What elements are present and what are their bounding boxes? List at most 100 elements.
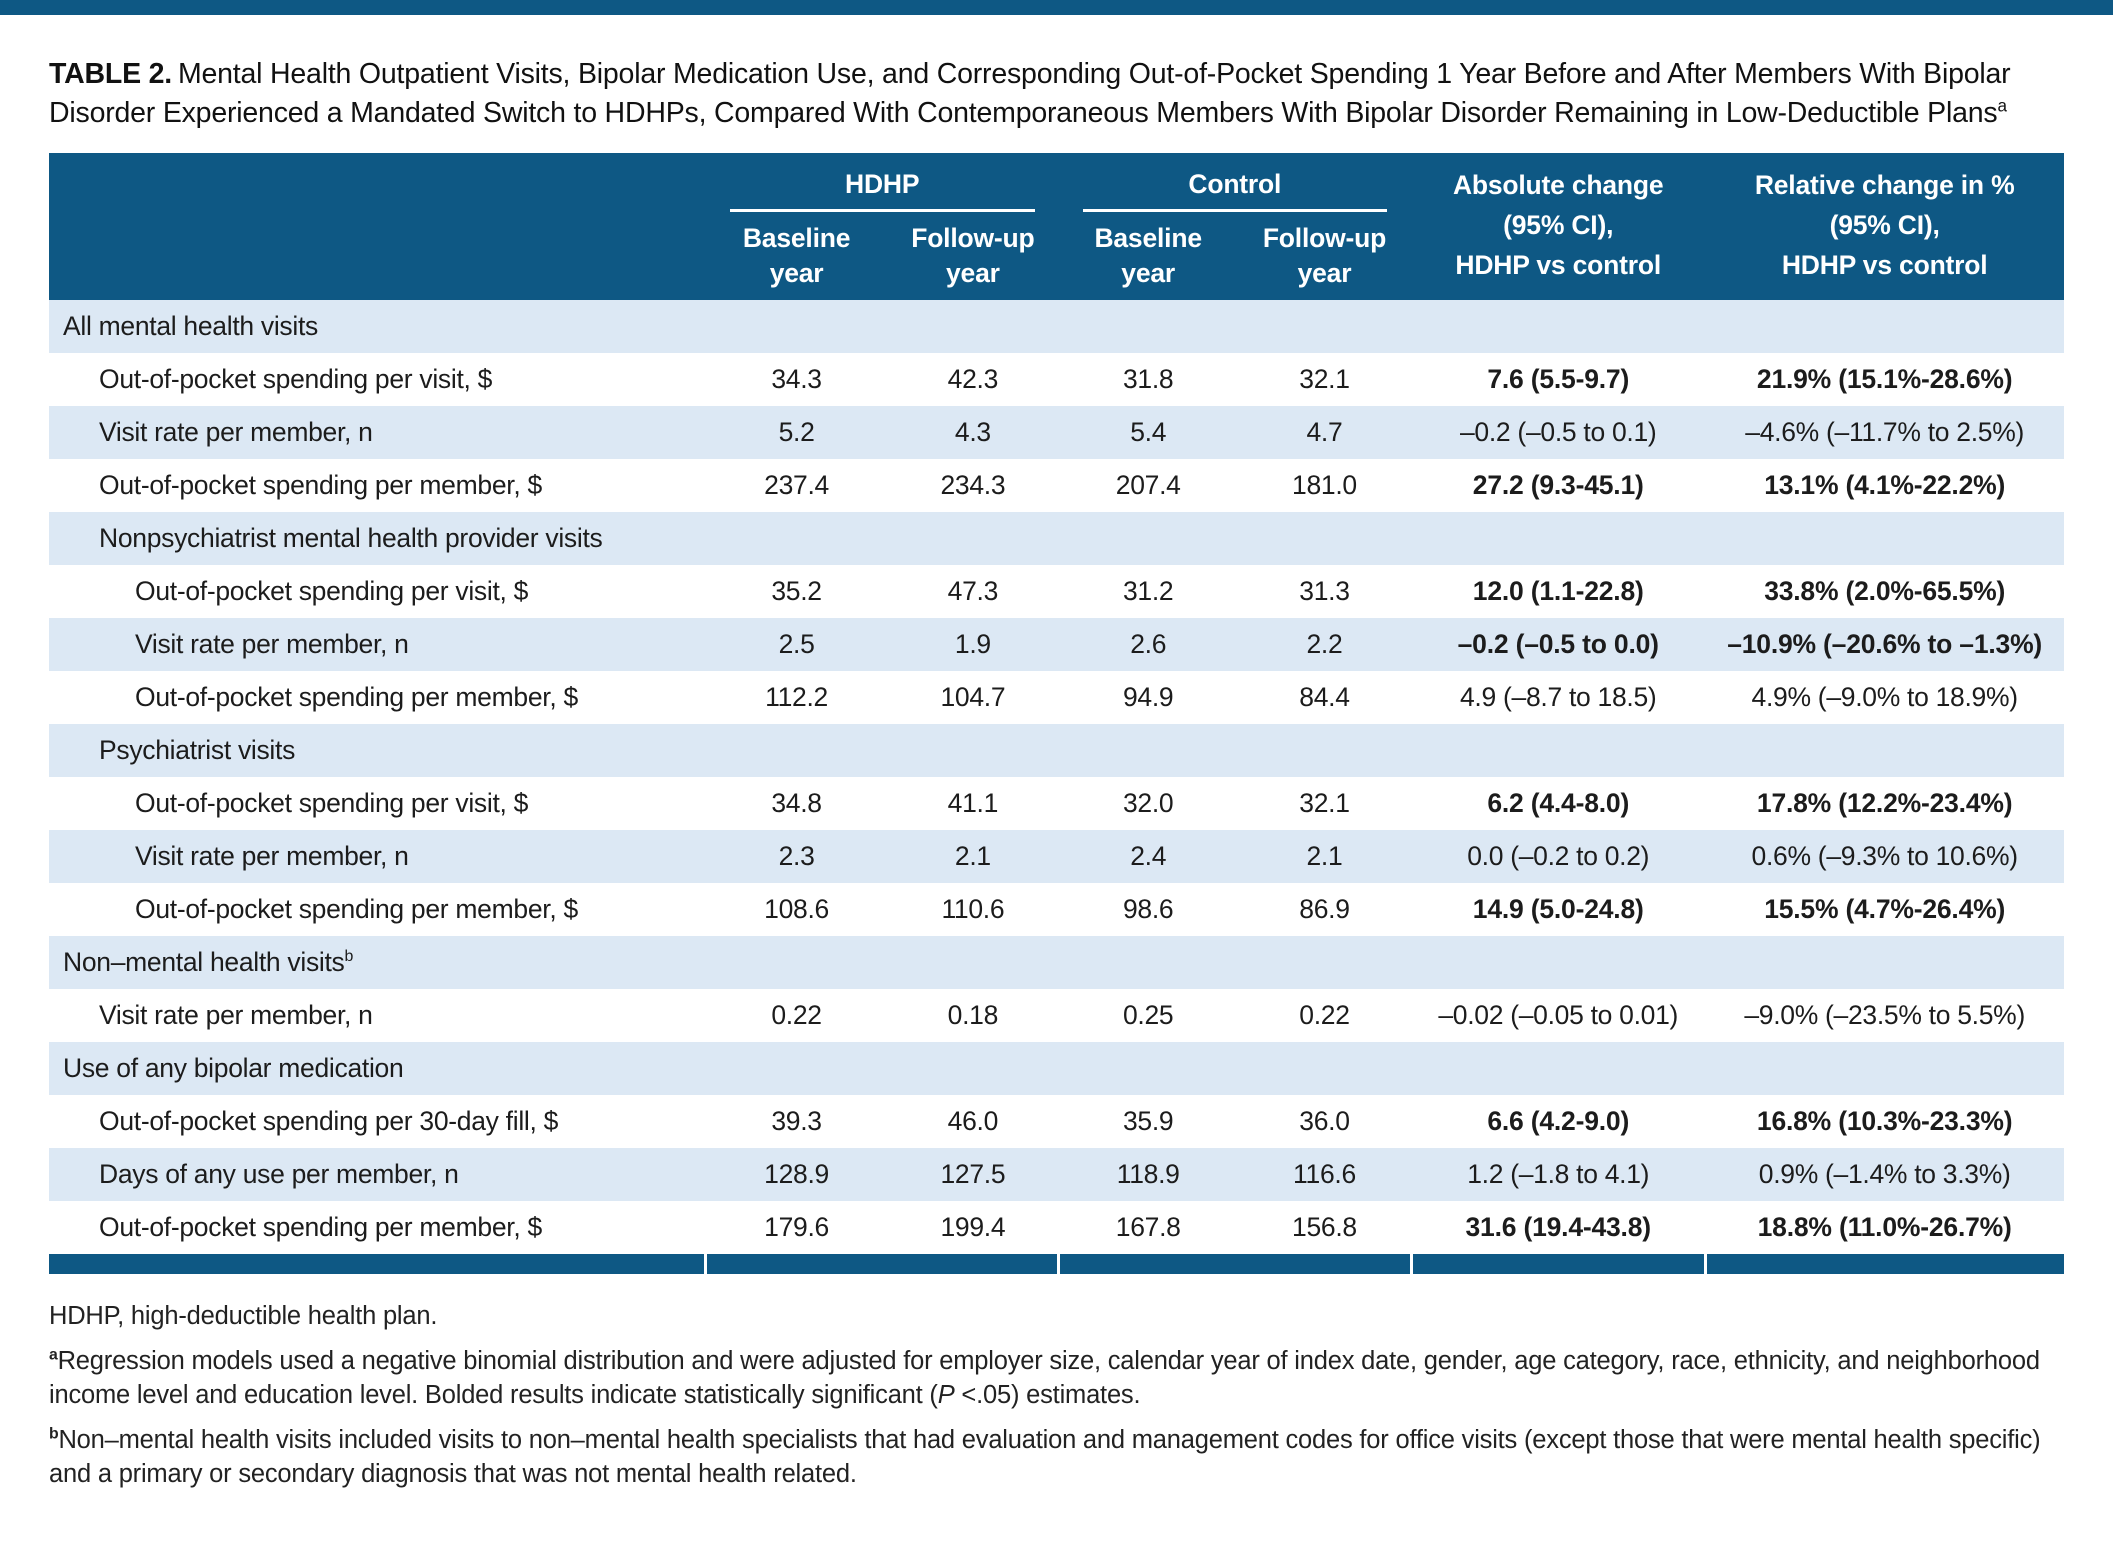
- cell-value: 234.3: [940, 469, 1006, 500]
- cell-value: 199.4: [940, 1211, 1006, 1242]
- row-label-text: Use of any bipolar medication: [63, 1052, 404, 1083]
- cell-value: 31.2: [1122, 575, 1174, 606]
- row-label-text: Psychiatrist visits: [99, 734, 296, 765]
- row-label-text: Non–mental health visits: [63, 946, 345, 977]
- row-label: Out-of-pocket spending per member, $: [49, 459, 706, 512]
- cell-absolute-change: 6.2 (4.4-8.0): [1487, 787, 1630, 818]
- cell-relative-change: 13.1% (4.1%-22.2%): [1764, 469, 2006, 500]
- data-row: Out-of-pocket spending per member, $ 179.…: [49, 1200, 2064, 1254]
- footer-bar-segment: [1409, 1253, 1706, 1274]
- table-content: TABLE 2. Mental Health Outpatient Visits,…: [49, 55, 2064, 1492]
- footnote-b: bNon–mental health visits included visit…: [49, 1424, 2064, 1491]
- column-group-control: Control: [1058, 152, 1412, 212]
- cell-value: 2.1: [954, 840, 991, 871]
- cell-value: 167.8: [1115, 1211, 1181, 1242]
- cell-value: 0.22: [771, 999, 822, 1030]
- header-line: year: [946, 257, 1000, 288]
- cell-value: 112.2: [765, 681, 828, 712]
- cell-relative-change: 17.8% (12.2%-23.4%): [1756, 787, 2013, 818]
- cell-absolute-change: 31.6 (19.4-43.8): [1465, 1211, 1652, 1242]
- column-header-relative-change: Relative change in % (95% CI), HDHP vs c…: [1705, 152, 2064, 300]
- row-label: All mental health visits: [49, 300, 2064, 353]
- row-label-text: Out-of-pocket spending per member, $: [135, 681, 578, 712]
- row-label: Visit rate per member, n: [49, 830, 706, 883]
- cell-value: 2.4: [1130, 840, 1167, 871]
- footnote-b-text: Non–mental health visits included visits…: [49, 1426, 2041, 1489]
- row-label-text: Out-of-pocket spending per visit, $: [135, 575, 529, 606]
- cell-value: 32.0: [1122, 787, 1174, 818]
- cell-value: 94.9: [1122, 681, 1174, 712]
- cell-value: 47.3: [947, 575, 999, 606]
- data-row: Out-of-pocket spending per visit, $ 35.2 4…: [49, 564, 2064, 618]
- row-label-text: Nonpsychiatrist mental health provider v…: [99, 522, 603, 553]
- cell-value: 110.6: [941, 893, 1005, 924]
- data-row: Days of any use per member, n 128.9 127.5 1…: [49, 1147, 2064, 1201]
- row-label-text: All mental health visits: [63, 310, 318, 341]
- section-row: Psychiatrist visits: [49, 723, 2064, 777]
- cell-value: 5.4: [1130, 416, 1167, 447]
- footnote-a-text: Regression models used a negative binomi…: [49, 1347, 2040, 1409]
- column-group-hdhp: HDHP: [705, 152, 1059, 212]
- cell-value: 42.3: [947, 363, 999, 394]
- row-label: Out-of-pocket spending per visit, $: [49, 777, 706, 830]
- footnote-b-marker: b: [49, 1425, 59, 1443]
- data-row: Out-of-pocket spending per member, $ 108.…: [49, 882, 2064, 936]
- row-label-text: Days of any use per member, n: [99, 1158, 459, 1189]
- header-group-row: HDHP Control Absolute change (95% CI), H…: [49, 152, 2064, 300]
- footer-bar-segment: [49, 1253, 706, 1274]
- footer-bar-segment: [704, 1253, 1059, 1274]
- footnotes: HDHP, high-deductible health plan. aRegr…: [49, 1300, 2064, 1492]
- cell-absolute-change: –0.02 (–0.05 to 0.01): [1438, 999, 1679, 1030]
- table-caption: Mental Health Outpatient Visits, Bipolar…: [49, 58, 2011, 129]
- cell-absolute-change: 6.6 (4.2-9.0): [1487, 1105, 1630, 1136]
- cell-value: 237.4: [764, 469, 829, 500]
- stub-header-cell: [49, 152, 706, 300]
- table-title: TABLE 2. Mental Health Outpatient Visits,…: [49, 55, 2064, 133]
- footnote-marker: b: [344, 947, 354, 965]
- cell-value: 128.9: [764, 1158, 829, 1189]
- cell-value: 179.6: [764, 1211, 829, 1242]
- cell-value: 86.9: [1299, 893, 1350, 924]
- column-header-control-baseline: Baseline year: [1058, 211, 1238, 300]
- header-line: Follow-up: [911, 223, 1035, 254]
- cell-value: 35.9: [1122, 1105, 1174, 1136]
- row-label: Out-of-pocket spending per visit, $: [49, 565, 706, 618]
- cell-value: 32.1: [1299, 787, 1350, 818]
- row-label: Nonpsychiatrist mental health provider v…: [49, 512, 2064, 565]
- row-label-text: Visit rate per member, n: [99, 416, 373, 447]
- cell-relative-change: –4.6% (–11.7% to 2.5%): [1745, 416, 2024, 447]
- column-header-absolute-change: Absolute change (95% CI), HDHP vs contro…: [1411, 152, 1706, 300]
- cell-absolute-change: 1.2 (–1.8 to 4.1): [1467, 1158, 1650, 1189]
- cell-value: 0.25: [1122, 999, 1174, 1030]
- cell-value: 5.2: [778, 416, 815, 447]
- cell-relative-change: 33.8% (2.0%-65.5%): [1764, 575, 2006, 606]
- column-header-control-followup: Follow-up year: [1237, 211, 1412, 300]
- row-label-text: Visit rate per member, n: [135, 840, 409, 871]
- cell-value: 46.0: [947, 1105, 999, 1136]
- group-label-hdhp: HDHP: [729, 169, 1035, 212]
- cell-relative-change: 0.6% (–9.3% to 10.6%): [1751, 840, 2019, 871]
- header-line: Baseline: [742, 223, 851, 254]
- cell-absolute-change: 27.2 (9.3-45.1): [1472, 469, 1644, 500]
- section-row: All mental health visits: [49, 299, 2064, 353]
- cell-relative-change: 16.8% (10.3%-23.3%): [1756, 1105, 2013, 1136]
- data-row: Visit rate per member, n 2.5 1.9 2.6 2.2 –0.2…: [49, 617, 2064, 671]
- footnote-abbreviation: HDHP, high-deductible health plan.: [49, 1301, 438, 1330]
- cell-relative-change: 0.9% (–1.4% to 3.3%): [1758, 1158, 2011, 1189]
- header-line: year: [1297, 257, 1352, 288]
- header-line: (95% CI),: [1829, 210, 1940, 241]
- row-label-text: Out-of-pocket spending per member, $: [99, 1211, 542, 1242]
- row-label-text: Visit rate per member, n: [135, 628, 409, 659]
- data-row: Out-of-pocket spending per 30-day fill, …: [49, 1094, 2064, 1148]
- cell-value: 39.3: [771, 1105, 822, 1136]
- table-header: HDHP Control Absolute change (95% CI), H…: [49, 152, 2064, 300]
- data-row: Visit rate per member, n 5.2 4.3 5.4 4.7 –0.2…: [49, 405, 2064, 459]
- header-line: HDHP vs control: [1455, 249, 1662, 280]
- cell-value: 127.5: [940, 1158, 1006, 1189]
- section-row: Non–mental health visitsb: [49, 935, 2064, 989]
- row-label-text: Visit rate per member, n: [99, 999, 373, 1030]
- footnote-a-text: <.05) estimates.: [954, 1380, 1141, 1409]
- cell-value: 32.1: [1299, 363, 1350, 394]
- cell-relative-change: 15.5% (4.7%-26.4%): [1764, 893, 2006, 924]
- row-label: Out-of-pocket spending per visit, $: [49, 353, 706, 406]
